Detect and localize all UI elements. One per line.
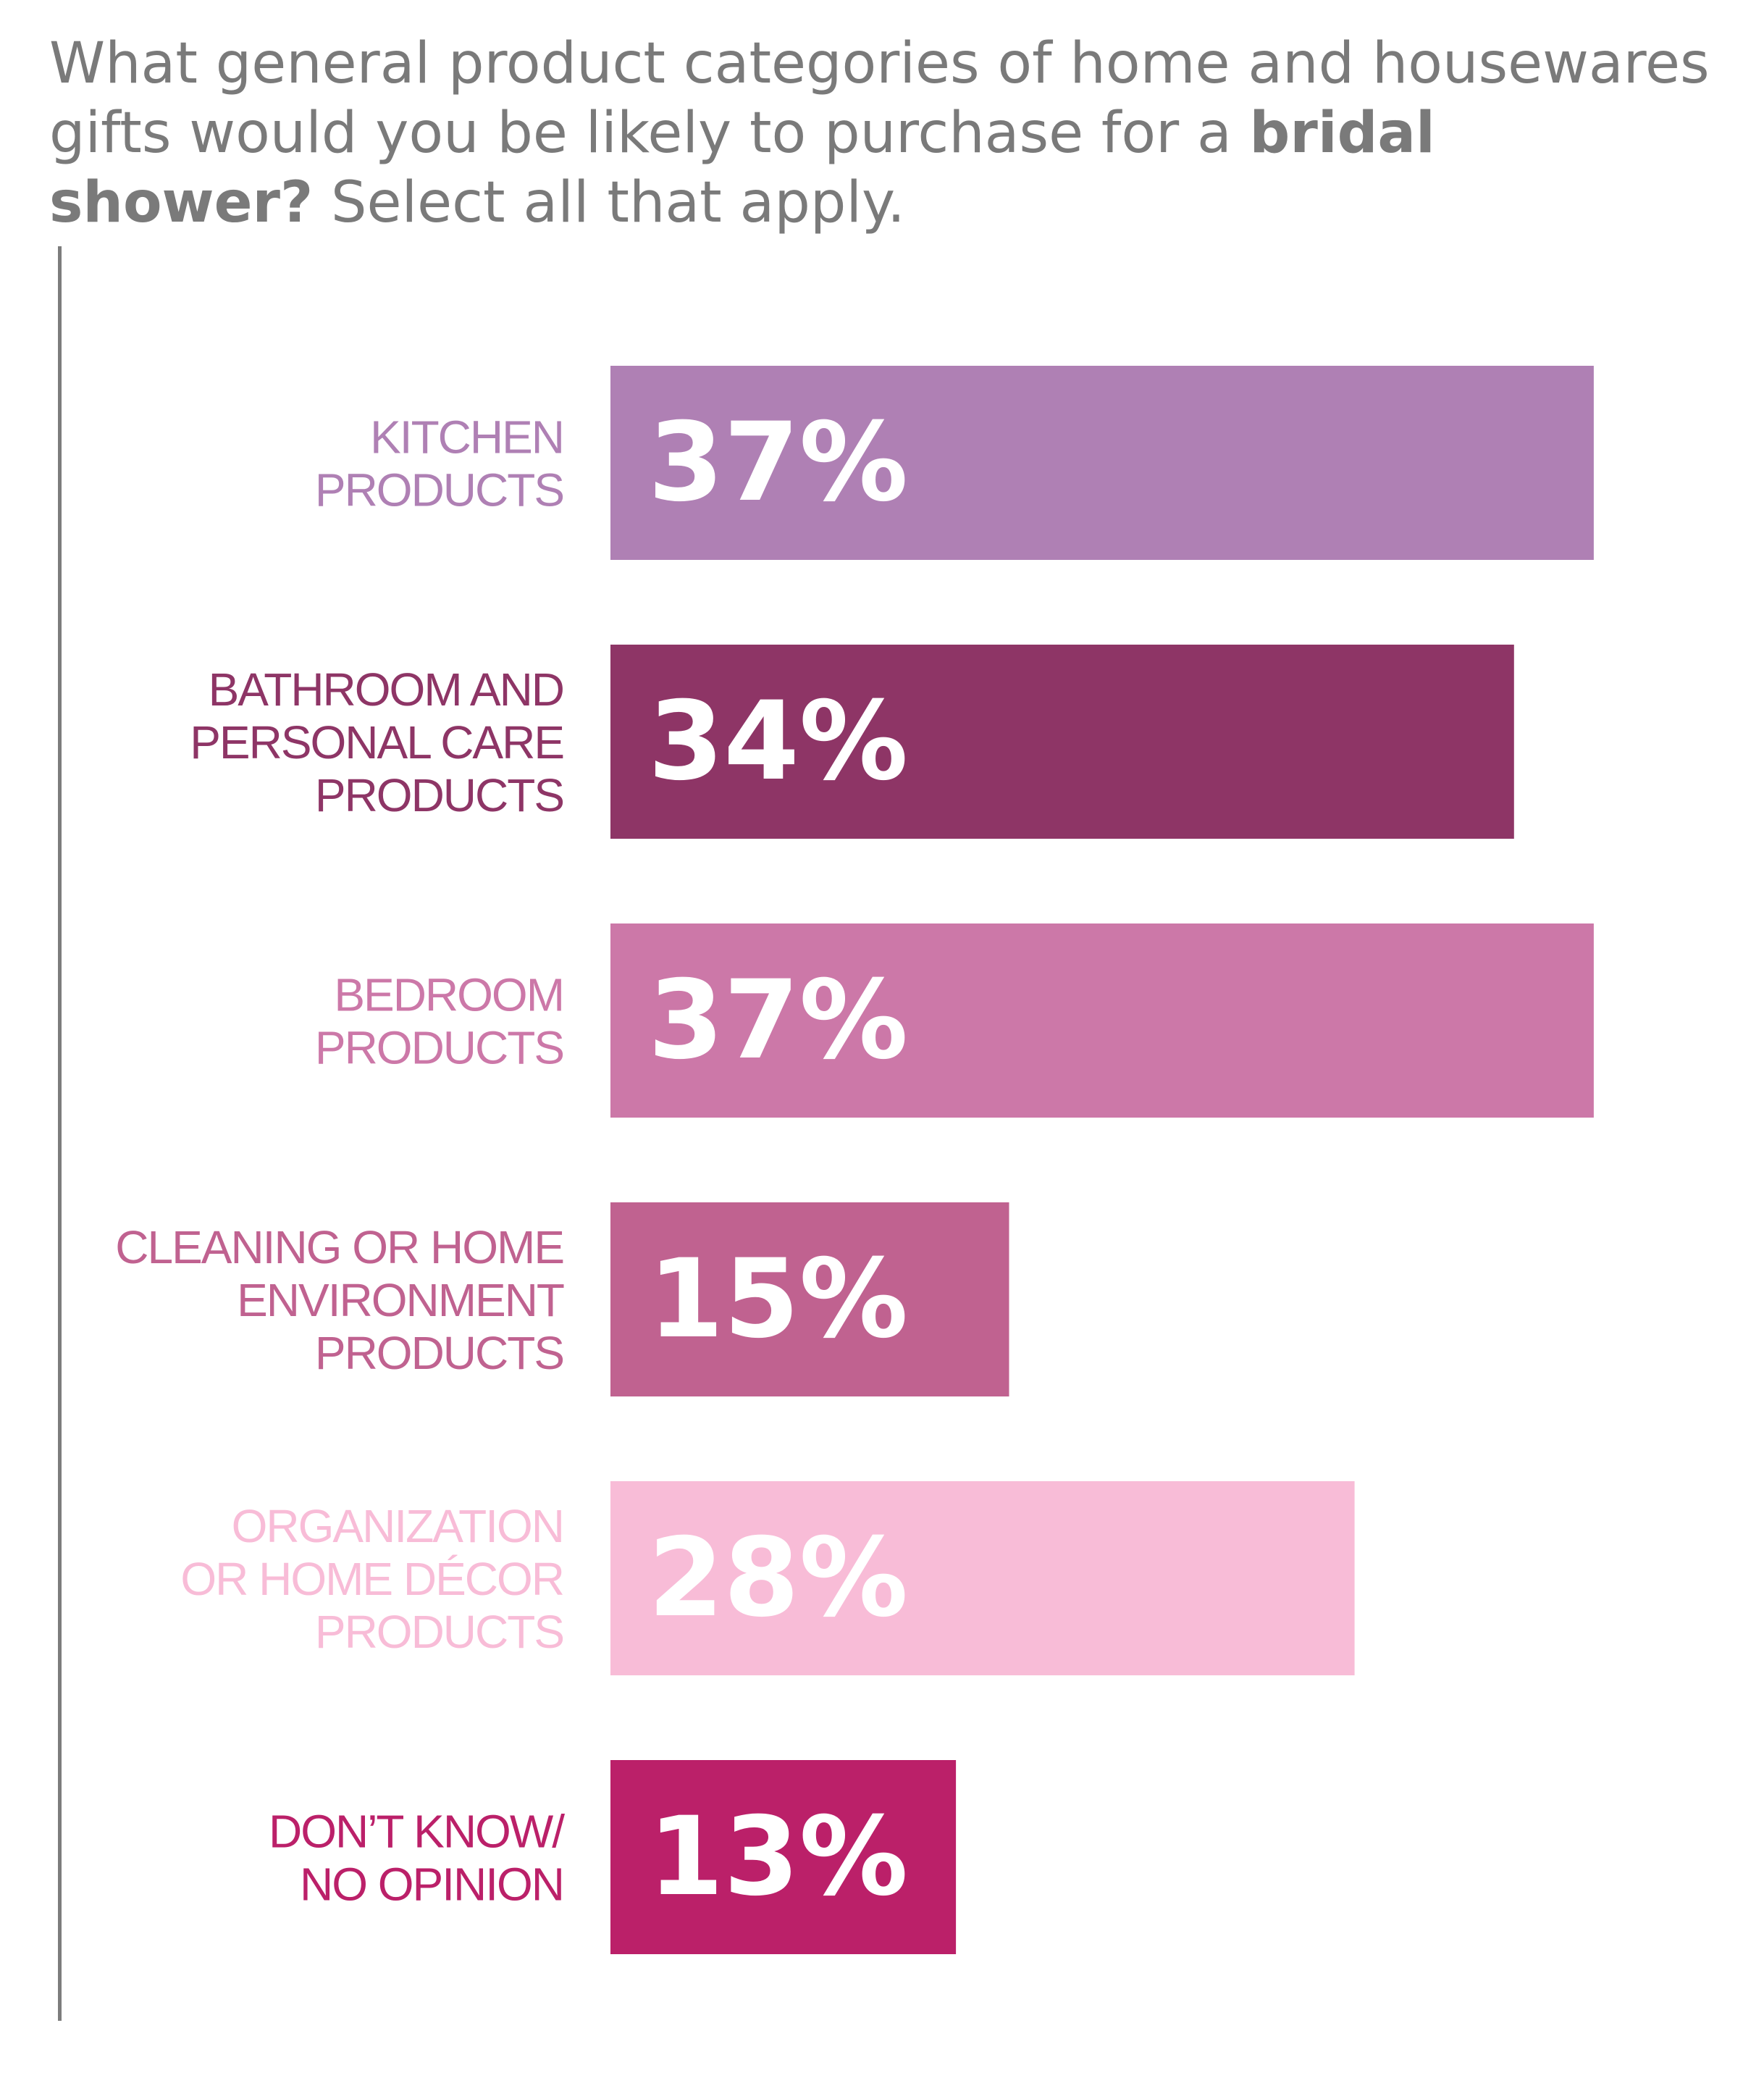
category-label-line: CLEANING OR HOME <box>115 1221 563 1273</box>
category-label-line: PRODUCTS <box>315 464 563 516</box>
bar-2 <box>610 645 1514 839</box>
category-label-line: BEDROOM <box>334 969 563 1021</box>
bar-value-label-1: 37% <box>648 400 908 526</box>
bar-value-label-4: 15% <box>648 1236 908 1362</box>
chart-title-part1: What general product categories of home … <box>49 31 1710 166</box>
bar-value-label-6: 13% <box>648 1794 908 1920</box>
category-label-5: ORGANIZATION OR HOME DÉCOR PRODUCTS <box>180 1500 563 1658</box>
category-label-line: PRODUCTS <box>315 1327 563 1379</box>
bar-4 <box>610 1202 1009 1396</box>
bar-1 <box>610 366 1594 560</box>
category-label-line: NO OPINION <box>300 1859 563 1911</box>
category-label-4: CLEANING OR HOME ENVIRONMENT PRODUCTS <box>115 1221 564 1379</box>
category-label-line: ENVIRONMENT <box>237 1274 564 1326</box>
category-label-line: ORGANIZATION <box>232 1500 563 1552</box>
category-label-6: DON’T KNOW/NO OPINION <box>269 1806 565 1911</box>
category-label-line: KITCHEN <box>370 411 563 464</box>
category-label-line: OR HOME DÉCOR <box>180 1553 563 1605</box>
category-label-line: DON’T KNOW/ <box>269 1806 565 1858</box>
bar-value-label-5: 28% <box>648 1515 908 1641</box>
chart-title-emphasis: bridal shower? <box>49 101 1435 235</box>
chart-title-part2: Select all that apply. <box>313 170 905 235</box>
category-label-line: PERSONAL CARE <box>190 716 563 768</box>
bar-value-label-2: 34% <box>648 679 908 805</box>
bar-6 <box>610 1760 957 1954</box>
bar-5 <box>610 1481 1355 1675</box>
bar-3 <box>610 923 1594 1118</box>
category-axis-line <box>58 246 62 2021</box>
category-label-3: BEDROOM PRODUCTS <box>315 969 563 1074</box>
category-label-line: PRODUCTS <box>315 1606 563 1658</box>
category-label-1: KITCHEN PRODUCTS <box>315 411 563 516</box>
category-label-line: PRODUCTS <box>315 1022 563 1074</box>
bar-value-label-3: 37% <box>648 958 908 1084</box>
category-label-line: BATHROOM AND <box>209 663 563 716</box>
chart-title: What general product categories of home … <box>49 29 1715 238</box>
category-label-2: BATHROOM AND PERSONAL CARE PRODUCTS <box>190 663 563 821</box>
category-label-line: PRODUCTS <box>315 769 563 821</box>
